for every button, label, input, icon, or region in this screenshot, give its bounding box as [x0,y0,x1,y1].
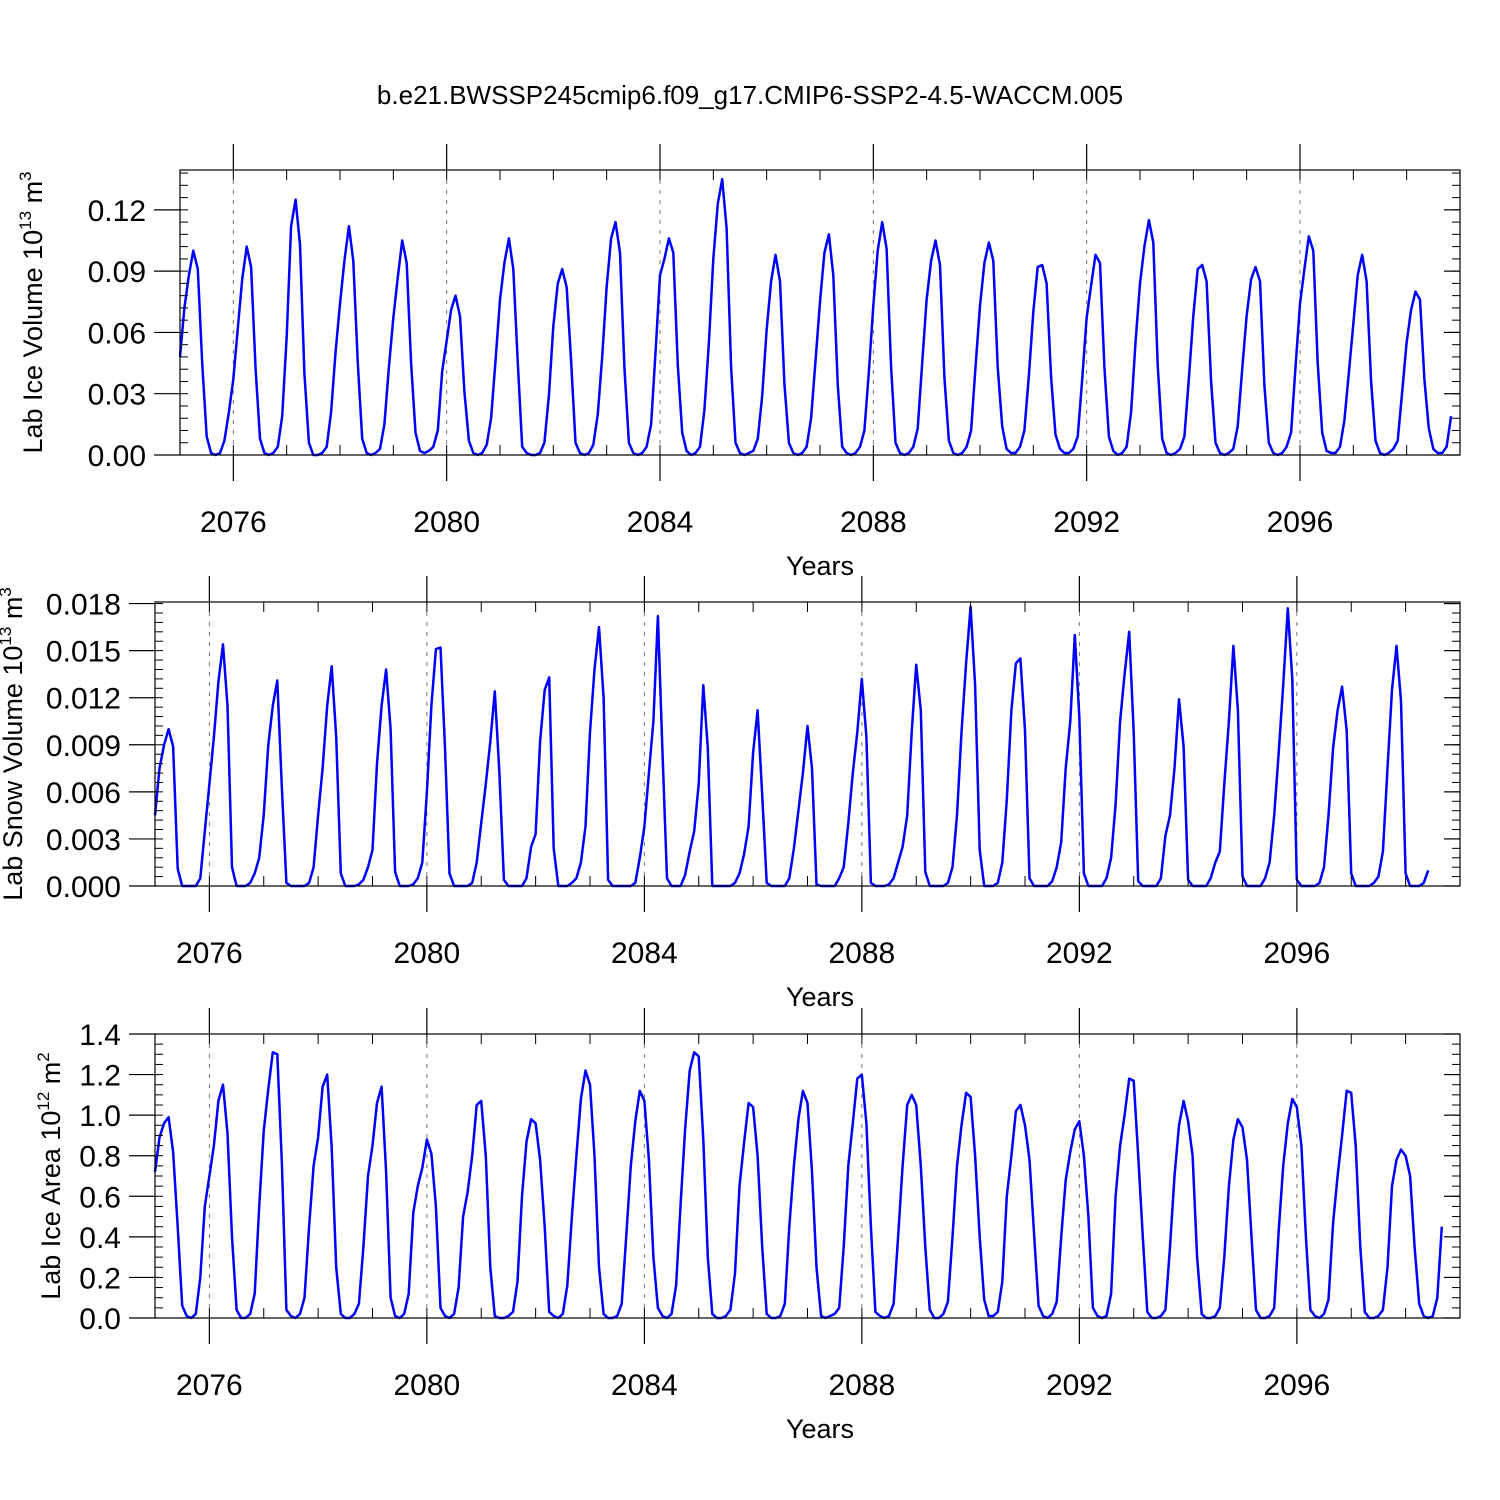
y-tick-label: 0.012 [46,683,121,716]
y-axis-label-unit-exponent: 2 [34,1052,53,1061]
x-tick-label: 2096 [1264,937,1331,970]
ice-volume-series-line [178,177,1453,457]
x-tick-label: 2080 [394,937,461,970]
y-axis-label-text: Lab Ice Volume 10 [18,230,48,454]
y-axis-label-text: Lab Snow Volume 10 [0,646,28,901]
ice-area-panel: 0.0 0.2 0.4 0.6 0.8 1.0 1.2 1.4 2076 2080 2084 2088… [34,1008,1461,1444]
x-tick-label: 2076 [200,506,267,539]
y-tick-label: 0.015 [46,636,121,669]
y-tick-label: 0.018 [46,589,121,622]
y-axis-label-exponent: 13 [0,627,15,646]
y-tick-label: 0.009 [46,730,121,763]
y-tick-label: 0.03 [88,379,146,412]
x-tick-label: 2080 [413,506,480,539]
x-tick-label: 2080 [394,1369,461,1402]
y-tick-label: 1.4 [79,1019,121,1052]
snow-volume-series-line [153,605,1430,888]
x-tick-label: 2076 [176,937,243,970]
y-axis-label-unit: m [18,181,48,211]
y-axis-label-unit-exponent: 3 [0,587,15,596]
y-axis-label-unit: m [36,1062,66,1092]
y-tick-label: 0.003 [46,824,121,857]
x-tick-label: 2092 [1046,937,1113,970]
y-tick-label: 0.06 [88,317,146,350]
plot-frame [154,601,1461,887]
y-axis-label-exponent: 13 [16,211,35,230]
x-tick-label: 2092 [1053,506,1120,539]
y-axis-label: Lab Ice Area 1012 m2 [34,1052,66,1300]
x-tick-label: 2076 [176,1369,243,1402]
x-tick-label: 2084 [627,506,694,539]
y-tick-label: 1.0 [79,1100,121,1133]
y-tick-label: 0.00 [88,440,146,473]
y-axis-label-text: Lab Ice Area 10 [36,1111,66,1300]
y-tick-label: 0.6 [79,1181,121,1214]
y-tick-label: 1.2 [79,1060,121,1093]
y-axis-label-exponent: 12 [34,1092,53,1111]
x-tick-label: 2088 [829,1369,896,1402]
y-axis-label-unit: m [0,597,28,627]
x-tick-label: 2096 [1267,506,1334,539]
x-tick-label: 2084 [611,937,678,970]
y-tick-label: 0.0 [79,1303,121,1336]
plot-frame [154,1033,1461,1319]
snow-volume-panel: 0.000 0.003 0.006 0.009 0.012 0.015 0.018 2076 2… [0,576,1461,1012]
y-axis-label: Lab Snow Volume 1013 m3 [0,587,28,901]
x-tick-label: 2092 [1046,1369,1113,1402]
figure-title: b.e21.BWSSP245cmip6.f09_g17.CMIP6-SSP2-4… [377,80,1123,110]
y-axis-label: Lab Ice Volume 1013 m3 [16,171,48,453]
y-tick-label: 0.006 [46,777,121,810]
x-tick-label: 2088 [829,937,896,970]
x-axis-label: Years [786,1414,854,1444]
y-axis-label-unit-exponent: 3 [16,171,35,180]
x-tick-label: 2088 [840,506,907,539]
y-tick-label: 0.000 [46,871,121,904]
y-tick-label: 0.8 [79,1141,121,1174]
x-axis-label: Years [786,551,854,581]
y-tick-label: 0.4 [79,1222,121,1255]
x-tick-label: 2096 [1264,1369,1331,1402]
y-tick-label: 0.2 [79,1262,121,1295]
ice-volume-panel: 0.00 0.03 0.06 0.09 0.12 2076 2080 2084 2088 2092… [16,144,1461,581]
x-tick-label: 2084 [611,1369,678,1402]
y-tick-label: 0.12 [88,195,146,228]
ice-area-series-line [153,1051,1444,1320]
x-axis-label: Years [786,982,854,1012]
y-tick-label: 0.09 [88,256,146,289]
